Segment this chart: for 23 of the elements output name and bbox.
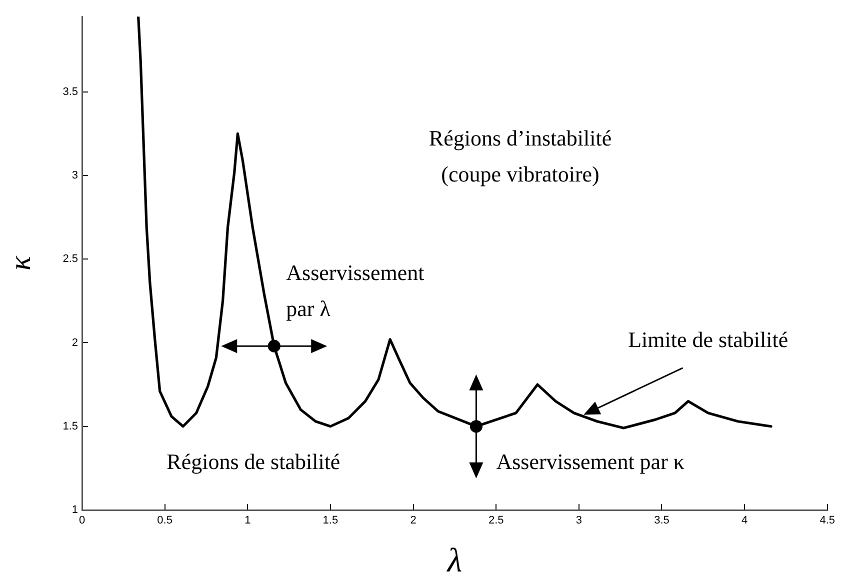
y-tick-label: 3.5 [62,86,78,98]
x-tick-label: 2.5 [488,514,504,527]
x-tick-label: 3 [576,514,582,527]
x-tick-label: 4.5 [820,514,836,527]
y-tick-label: 1.5 [62,420,78,432]
x-tick-label: 1.5 [322,514,338,527]
y-tick-label: 3 [72,170,78,182]
y-tick-label: 1 [72,504,78,516]
annotation: Régions de stabilité [166,448,340,474]
x-tick-label: 2 [410,514,416,527]
x-tick-label: 4 [741,514,748,527]
annotation: Asservissement par λ [286,260,424,321]
x-tick-label: 0 [78,514,86,527]
annotation: Régions d’instabilité (coupe vibratoire) [428,126,612,187]
x-tick-label: 0.5 [157,514,172,527]
annotation: Limite de stabilité [628,327,788,352]
y-tick-label: 2 [72,336,78,349]
y-tick-label: 2.5 [62,253,78,266]
x-tick-label: 1 [244,514,251,527]
x-tick-label: 3.5 [654,514,670,527]
y-axis-title: κ [4,256,37,271]
x-axis-title: λ [446,542,462,580]
annotation: Asservissement par κ [496,449,684,474]
